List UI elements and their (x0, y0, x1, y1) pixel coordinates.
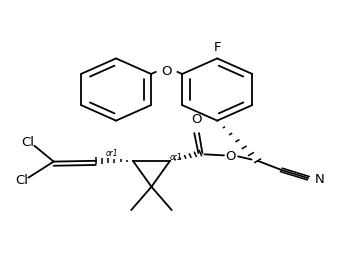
Text: or1: or1 (170, 153, 183, 162)
Text: F: F (214, 41, 221, 54)
Text: N: N (314, 173, 324, 186)
Text: Cl: Cl (15, 174, 28, 187)
Text: O: O (162, 66, 172, 78)
Text: O: O (192, 113, 202, 126)
Text: or1: or1 (106, 149, 119, 157)
Text: Cl: Cl (21, 136, 34, 149)
Text: O: O (225, 150, 236, 163)
